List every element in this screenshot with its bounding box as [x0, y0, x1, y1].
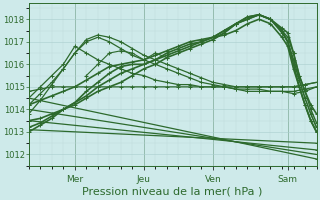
X-axis label: Pression niveau de la mer( hPa ): Pression niveau de la mer( hPa ): [83, 187, 263, 197]
